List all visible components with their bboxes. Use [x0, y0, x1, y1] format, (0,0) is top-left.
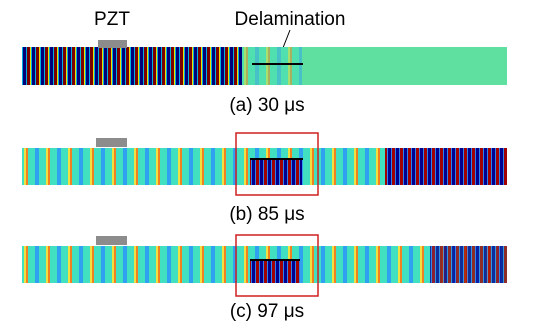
- wavefield: [385, 148, 507, 185]
- wavefield: [430, 246, 507, 283]
- wavefield: [250, 260, 300, 283]
- delamination-label: Delamination: [235, 9, 346, 30]
- highlight-box: [235, 234, 319, 297]
- pzt: [98, 40, 127, 48]
- pzt: [96, 236, 127, 245]
- wavefield: [22, 47, 242, 85]
- highlight-box: [235, 132, 319, 196]
- caption: (a) 30 μs: [229, 95, 304, 116]
- caption: (c) 97 μs: [230, 301, 304, 322]
- pzt-label: PZT: [94, 9, 130, 30]
- wavefield: [242, 47, 302, 85]
- pzt: [96, 138, 127, 147]
- wavefield: [250, 160, 302, 185]
- caption: (b) 85 μs: [229, 204, 304, 225]
